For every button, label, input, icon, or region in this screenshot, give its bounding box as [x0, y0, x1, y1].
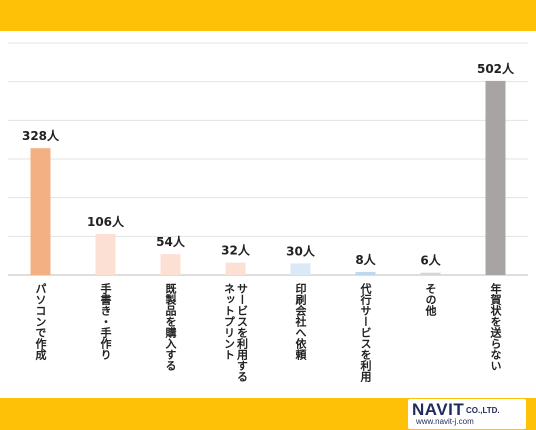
logo-url: www.navit-j.com [416, 417, 474, 426]
bar [95, 234, 116, 275]
bar [225, 262, 246, 275]
bar [420, 272, 441, 275]
data-label: 32人 [221, 243, 251, 258]
data-label: 54人 [156, 234, 186, 249]
category-label: 年賀状を送らない [489, 282, 503, 371]
category-label: その他 [424, 283, 438, 317]
data-label: 8人 [355, 252, 376, 267]
category-label: 印刷会社へ依頼 [294, 283, 308, 361]
category-label: サービスを利用する [236, 283, 249, 383]
data-label: 6人 [420, 253, 441, 268]
data-label: 30人 [286, 243, 316, 258]
bar [485, 80, 506, 275]
category-label: ネットプリント [223, 283, 236, 360]
bar [160, 254, 181, 275]
category-label: パソコンで作成 [34, 283, 47, 361]
bar [30, 148, 51, 275]
category-label: 既製品を購入する [164, 283, 178, 372]
top-banner [0, 0, 536, 31]
data-label: 328人 [22, 128, 60, 143]
category-label: 手書き・手作り [99, 282, 112, 360]
navit-logo: NAVIT CO.,LTD. www.navit-j.com [408, 399, 526, 429]
logo-brand: NAVIT [412, 400, 465, 419]
data-label: 502人 [477, 61, 515, 76]
bar [355, 271, 376, 275]
category-label: 代行サービスを利用 [359, 282, 373, 383]
data-label: 106人 [87, 214, 125, 229]
bar [290, 263, 311, 275]
logo-suffix: CO.,LTD. [466, 406, 500, 415]
